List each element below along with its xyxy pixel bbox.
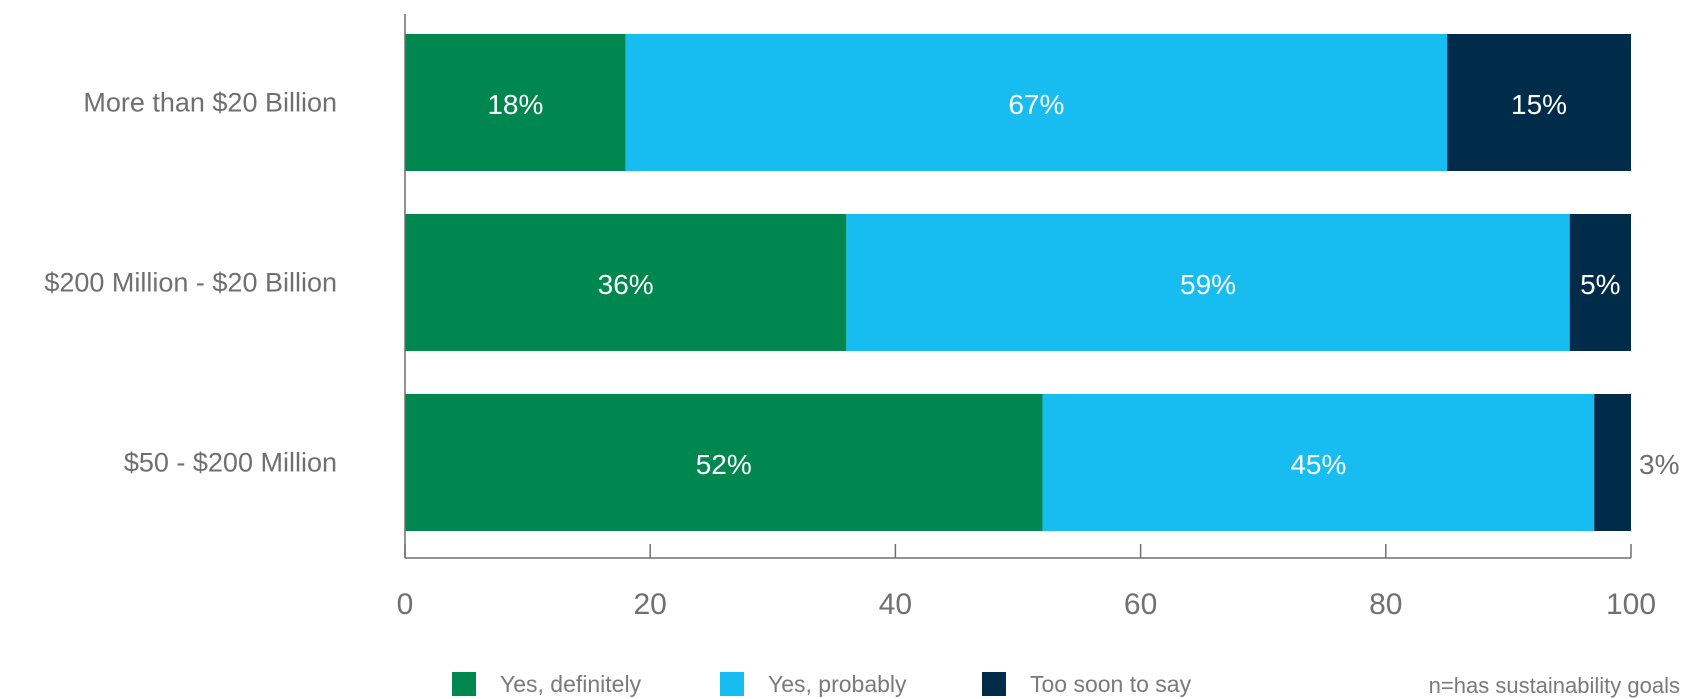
legend-label: Too soon to say: [1030, 671, 1192, 697]
bar-segment: [1569, 214, 1631, 351]
x-tick-label: 40: [879, 588, 912, 621]
x-tick-label: 0: [397, 588, 414, 621]
legend-label: Yes, probably: [768, 671, 907, 697]
data-label: 36%: [598, 269, 654, 300]
bar-segment: [405, 214, 847, 351]
data-label: 18%: [487, 89, 543, 120]
bar-segment: [1042, 394, 1595, 531]
legend-swatch: [720, 672, 744, 696]
category-label: $200 Million - $20 Billion: [44, 268, 337, 298]
bar-segment: [1594, 394, 1631, 531]
legend: Yes, definitely Yes, probably Too soon to …: [452, 671, 1192, 697]
x-tick-label: 60: [1124, 588, 1157, 621]
category-label: More than $20 Billion: [83, 88, 337, 118]
data-label: 3%: [1639, 449, 1679, 480]
sample-note: n=has sustainability goals: [1429, 673, 1680, 698]
category-labels: More than $20 Billion $200 Million - $20 …: [44, 88, 337, 478]
legend-swatch: [452, 672, 476, 696]
data-label: 67%: [1008, 89, 1064, 120]
data-label: 5%: [1580, 269, 1620, 300]
data-label: 15%: [1511, 89, 1567, 120]
bars-group: 18% 67% 15% 36% 59% 5% 52% 45% 3%: [405, 34, 1679, 531]
x-tick-label: 80: [1369, 588, 1402, 621]
data-label: 45%: [1290, 449, 1346, 480]
bar-segment: [405, 394, 1043, 531]
category-label: $50 - $200 Million: [124, 448, 337, 478]
bar-segment: [625, 34, 1448, 171]
legend-label: Yes, definitely: [500, 671, 642, 697]
x-tick-label: 100: [1606, 588, 1656, 621]
x-axis: 0 20 40 60 80 100: [397, 14, 1656, 621]
data-label: 59%: [1180, 269, 1236, 300]
legend-swatch: [982, 672, 1006, 696]
bar-segment: [1447, 34, 1631, 171]
bar-segment: [405, 34, 626, 171]
bar-segment: [846, 214, 1570, 351]
x-tick-label: 20: [634, 588, 667, 621]
data-label: 52%: [696, 449, 752, 480]
